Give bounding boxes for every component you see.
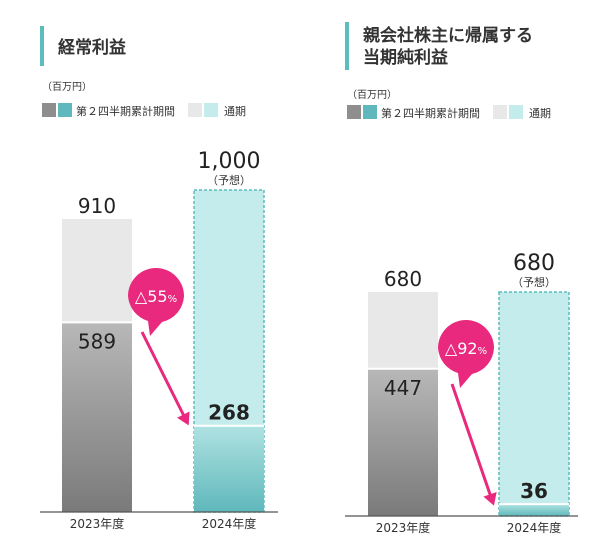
change-percent-label: △92% [445,339,487,358]
forecast-label: （予想） [207,173,251,187]
decrease-arrow-head [483,492,497,506]
legend-swatch-current-full [204,103,218,117]
forecast-label: （予想） [512,275,556,289]
value-label-prior-full: 680 [384,267,422,291]
change-unit: % [478,346,488,357]
legend-swatch-current-h1 [58,103,72,117]
decrease-arrow-head [177,411,190,426]
change-value: △55 [135,287,168,306]
legend-swatch-current-h1 [363,105,377,119]
value-label-prior-h1: 589 [78,329,116,353]
change-badge: △92% [438,320,494,388]
legend-swatch-prior-h1 [347,105,361,119]
category-label: 2023年度 [70,516,125,531]
bar-prior-h1 [368,368,438,516]
legend-label-full: 通期 [224,105,246,118]
value-label-current-h1: 36 [520,479,548,503]
title-accent-bar [345,22,349,70]
value-label-current-full: 680 [513,251,555,276]
legend-swatch-current-full [509,105,523,119]
change-bubble [438,320,494,388]
chart-title: 当期純利益 [363,47,448,68]
chart-title: 親会社株主に帰属する [363,25,533,46]
decrease-arrow-line [450,383,494,501]
bar-current-full-forecast [498,291,570,517]
bar-current-h1 [499,504,569,516]
category-label: 2024年度 [507,520,562,535]
bar-current-h1 [194,425,264,512]
change-badge: △55% [128,268,184,336]
decrease-arrow-line [140,331,188,421]
change-value: △92 [445,339,478,358]
unit-label: （百万円） [347,89,397,101]
change-unit: % [168,294,178,305]
bar-prior-h1 [62,322,132,512]
value-label-prior-full: 910 [78,194,116,218]
value-label-current-h1: 268 [208,401,250,425]
value-label-prior-h1: 447 [384,376,422,400]
legend-label-h1: 第２四半期累計期間 [381,106,480,120]
category-label: 2024年度 [202,516,257,531]
legend-swatch-prior-full [188,103,202,117]
legend-swatch-prior-h1 [42,103,56,117]
category-label: 2023年度 [376,520,431,535]
chart-title: 経常利益 [58,37,126,58]
value-label-current-full: 1,000 [198,149,261,174]
title-accent-bar [40,26,44,66]
change-bubble [128,268,184,336]
legend-swatch-prior-full [493,105,507,119]
unit-label: （百万円） [42,81,92,93]
legend-label-h1: 第２四半期累計期間 [76,104,175,118]
legend-label-full: 通期 [529,107,551,120]
change-percent-label: △55% [135,287,177,306]
